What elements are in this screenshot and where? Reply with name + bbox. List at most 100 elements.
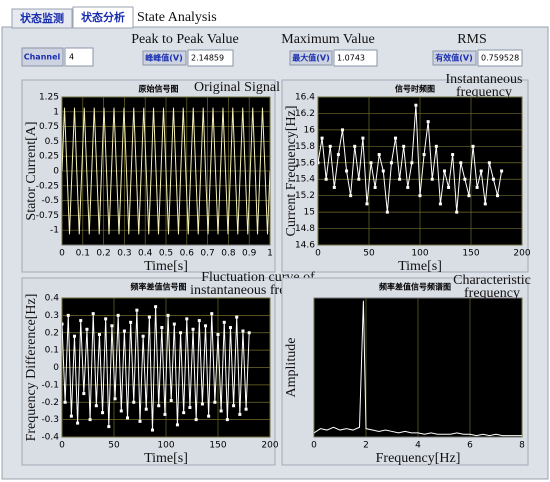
data-point [110,324,114,328]
data-point [394,136,398,140]
y-axis-label: Frequency Difference[Hz] [24,294,39,442]
data-line [318,105,503,213]
data-point [126,416,130,420]
y-axis-label: Stator Current[A] [24,121,39,220]
data-point [69,414,73,418]
y-tick-label: -0.1 [41,380,59,390]
data-point [426,120,430,124]
y-tick-label: 0 [53,167,59,177]
x-tick-label: 0 [59,249,65,259]
indicator-value: 0.759528 [481,54,519,63]
data-point [381,169,385,173]
data-point [85,327,89,331]
tab-active[interactable] [72,6,134,29]
y-tick-label: 16.2 [295,109,315,119]
x-tick-label: 0.5 [159,249,173,259]
x-tick-label: 0.6 [180,249,195,259]
annotation: frequency [456,85,512,100]
data-point [150,428,154,432]
data-point [361,136,365,140]
x-tick-label: 0.2 [96,249,110,259]
data-point [79,319,83,323]
x-tick-label: 1 [267,249,273,259]
indicator-label: 有效值(V) [435,53,473,63]
input[interactable] [64,47,94,67]
data-point [191,327,195,331]
indicator-label: 最大值(V) [292,53,330,63]
y-tick-label: 0.3 [45,311,59,321]
chart-title: 频率差值信号图 [131,282,187,292]
data-point [430,177,434,181]
data-point [72,334,76,338]
caption: RMS [457,32,487,47]
data-point [63,400,67,404]
data-line [314,300,522,437]
indicator-value: 2.14859 [191,54,224,63]
caption: Maximum Value [281,32,374,47]
data-point [76,421,80,425]
indicator-value: 1.0743 [337,54,365,63]
annotation: Characteristic [453,273,531,288]
data-point [496,194,500,198]
data-point [194,418,198,422]
data-point [129,320,133,324]
data-point [207,414,211,418]
data-point [122,329,126,333]
caption: Peak to Peak Value [131,32,238,47]
y-tick-label: -0.4 [41,433,59,443]
data-point [216,332,220,336]
data-point [185,317,189,321]
label-box [289,50,333,66]
x-tick-label: 0.8 [221,249,236,259]
data-point [491,177,495,181]
data-point [104,317,108,321]
data-point [66,313,70,317]
y-tick-label: -0.75 [36,211,59,221]
data-point [235,315,239,319]
data-point [210,312,214,316]
data-point [132,400,136,404]
y-axis-label: Amplitude [284,338,299,398]
data-point [116,313,120,317]
data-point [154,305,158,309]
data-point [402,144,406,148]
y-tick-label: 15.6 [295,158,315,168]
indicator [333,49,378,67]
y-tick-label: 16.4 [295,93,315,103]
x-tick-label: 2 [363,441,369,451]
y-tick-label: 15 [304,208,315,218]
data-point [442,169,446,173]
y-tick-label: 1 [53,107,59,117]
data-point [349,194,353,198]
data-point [94,404,98,408]
x-tick-label: 0.7 [200,249,214,259]
y-tick-label: 0.75 [39,122,59,132]
data-point [219,409,223,413]
data-point [200,402,204,406]
annotation: frequency [464,286,520,301]
label-box [432,50,477,66]
data-point [107,425,111,429]
tab-label[interactable]: 状态分析 [81,10,125,24]
indicator [477,49,523,67]
data-point [238,412,242,416]
data-point [373,185,377,189]
data-point [487,161,491,165]
tab[interactable] [11,8,73,29]
channel-value[interactable]: 4 [69,53,74,62]
data-point [241,329,245,333]
tab-label[interactable]: 状态监测 [20,11,64,25]
y-tick-label: 0.5 [45,137,59,147]
data-point [163,412,167,416]
data-point [138,419,142,423]
data-point [471,144,475,148]
y-tick-label: 15.4 [295,175,315,185]
data-point [82,392,86,396]
x-tick-label: 0.1 [76,249,90,259]
data-point [483,202,487,206]
data-line [62,107,270,235]
data-point [328,144,332,148]
y-tick-label: -0.25 [36,181,59,191]
x-axis-label: Time[s] [144,259,188,274]
y-axis-label: Current Frequency[Hz] [284,105,299,236]
